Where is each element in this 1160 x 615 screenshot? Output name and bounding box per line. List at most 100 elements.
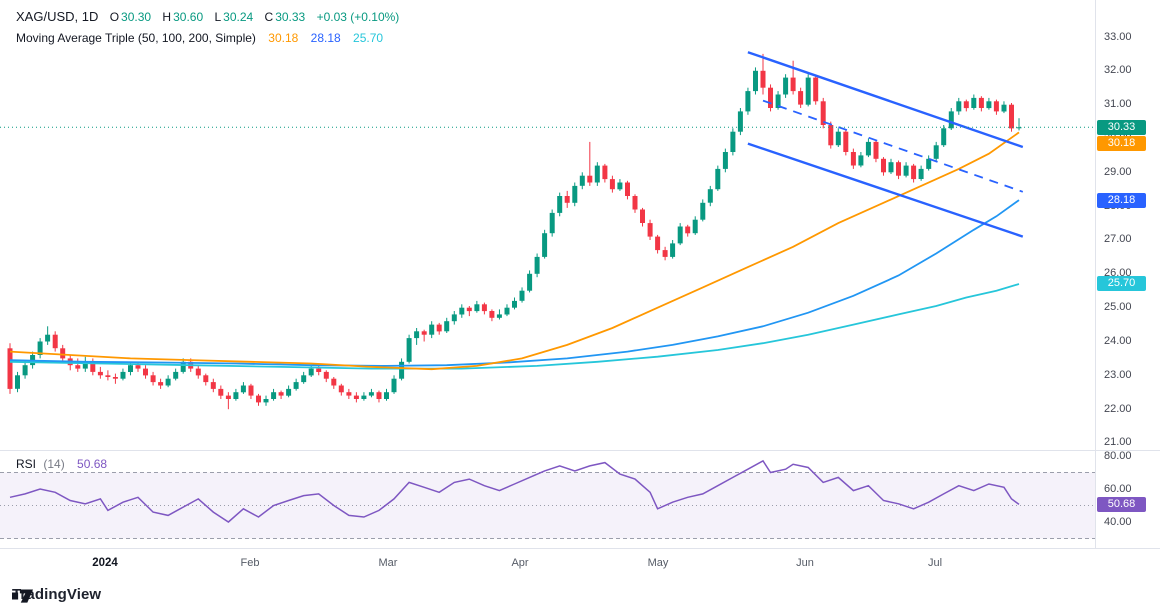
tradingview-logo[interactable]: TradingView <box>12 586 101 603</box>
rsi-title[interactable]: RSI <box>16 457 37 471</box>
candle-body <box>120 371 126 379</box>
ohlc-close-value: 30.33 <box>275 10 306 24</box>
ohlc-close-label: C <box>264 10 274 24</box>
ohlc-low-value: 30.24 <box>223 10 254 24</box>
candle-body <box>820 101 826 125</box>
candle-body <box>978 97 984 108</box>
ma100-value: 28.18 <box>310 31 341 45</box>
axis-tick-label: 60.00 <box>1104 483 1132 495</box>
candle-body <box>933 145 939 159</box>
ma-50-line[interactable] <box>9 131 1020 371</box>
candle-body <box>210 382 216 389</box>
candle-body <box>783 77 789 95</box>
channel-lower-line[interactable] <box>747 142 1024 238</box>
candle-body <box>338 385 344 393</box>
candle-body <box>647 223 653 237</box>
channel-upper-line[interactable] <box>747 51 1024 149</box>
candle-body <box>203 375 209 383</box>
axis-tick-label: 40.00 <box>1104 516 1132 528</box>
tradingview-logo-text: TradingView <box>12 586 102 603</box>
candle-body <box>730 131 736 152</box>
candle-body <box>466 307 472 312</box>
candle-body <box>587 175 593 183</box>
ma200-value: 25.70 <box>353 31 384 45</box>
price-axis[interactable]: 33.0032.0031.0030.0029.0028.0027.0026.00… <box>1095 0 1160 548</box>
candle-body <box>429 324 435 335</box>
candle-body <box>165 378 171 386</box>
candle-body <box>798 91 804 105</box>
candle-body <box>331 378 337 386</box>
candle-body <box>82 361 88 369</box>
ma-indicator-title[interactable]: Moving Average Triple (50, 100, 200, Sim… <box>16 31 256 45</box>
candle-body <box>7 348 13 389</box>
candle-body <box>112 377 118 379</box>
ma-legend[interactable]: Moving Average Triple (50, 100, 200, Sim… <box>16 31 383 45</box>
candle-body <box>534 256 540 274</box>
price-badge: 30.18 <box>1097 136 1146 151</box>
candle-body <box>896 162 901 176</box>
rsi-pane[interactable]: RSI (14) 50.68 <box>0 452 1095 548</box>
candle-body <box>384 392 389 399</box>
candle-body <box>75 365 81 369</box>
candle-body <box>775 94 781 108</box>
price-chart-canvas[interactable] <box>0 0 1095 452</box>
candle-body <box>248 385 254 396</box>
candle-body <box>948 111 954 129</box>
candle-body <box>316 368 322 372</box>
time-axis[interactable]: 2024 Feb Mar Apr May Jun Jul <box>0 548 1160 576</box>
candle-body <box>496 314 502 318</box>
axis-tick-label: 33.00 <box>1104 31 1132 43</box>
axis-tick-label: 31.00 <box>1104 98 1132 110</box>
axis-tick-label: 21.00 <box>1104 436 1132 448</box>
candle-body <box>406 338 412 362</box>
axis-tick-label: 23.00 <box>1104 369 1132 381</box>
rsi-legend[interactable]: RSI (14) 50.68 <box>16 457 107 471</box>
candle-body <box>263 399 269 403</box>
rsi-params: (14) <box>43 457 65 471</box>
candle-body <box>542 233 548 257</box>
candle-body <box>677 226 683 244</box>
candle-body <box>97 371 103 376</box>
candle-body <box>835 131 841 146</box>
candle-body <box>557 196 563 213</box>
axis-tick-label: 25.00 <box>1104 301 1132 313</box>
candle-body <box>903 165 909 176</box>
axis-tick-label: 27.00 <box>1104 233 1132 245</box>
candle-body <box>918 168 924 179</box>
ma-200-line[interactable] <box>9 283 1020 370</box>
candle-body <box>135 365 141 369</box>
ma-100-line[interactable] <box>9 199 1020 367</box>
candle-body <box>474 304 480 312</box>
candle-body <box>617 182 623 190</box>
channel-mid-line[interactable] <box>762 99 1024 193</box>
candle-body <box>293 382 299 389</box>
candle-body <box>873 141 879 159</box>
candle-body <box>52 334 58 349</box>
candle-body <box>790 77 796 92</box>
candle-body <box>662 250 668 257</box>
candle-body <box>195 368 201 376</box>
candle-body <box>926 158 932 169</box>
rsi-value: 50.68 <box>77 457 108 471</box>
pane-separator[interactable] <box>0 450 1160 451</box>
candle-body <box>45 334 51 342</box>
rsi-line[interactable] <box>9 459 1020 523</box>
time-tick-label: Mar <box>378 557 398 569</box>
symbol-title[interactable]: XAG/USD, 1D <box>16 9 99 24</box>
candle-body <box>881 158 886 173</box>
candle-body <box>421 331 427 335</box>
axis-tick-label: 80.00 <box>1104 450 1132 462</box>
main-chart-pane[interactable]: XAG/USD, 1D O 30.30 H 30.60 L 30.24 C 30.33 … <box>0 0 1095 450</box>
candle-body <box>143 368 148 376</box>
axis-tick-label: 29.00 <box>1104 166 1132 178</box>
candle-body <box>715 168 721 190</box>
candle-body <box>805 77 811 105</box>
candle-body <box>436 324 442 332</box>
candle-body <box>956 101 962 112</box>
rsi-chart-canvas[interactable] <box>0 452 1095 548</box>
candle-body <box>1009 104 1014 129</box>
candle-body <box>240 385 246 393</box>
tradingview-logo-icon <box>12 589 33 603</box>
candle-body <box>527 273 533 291</box>
